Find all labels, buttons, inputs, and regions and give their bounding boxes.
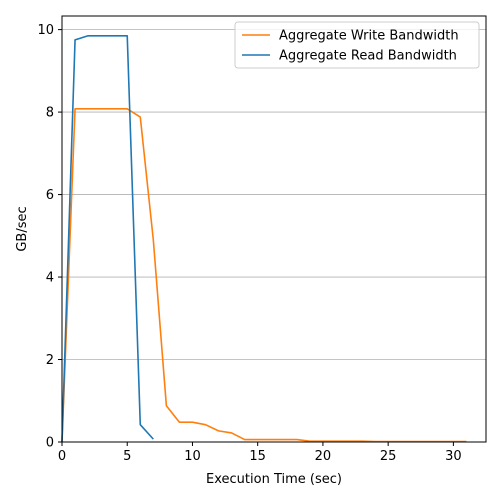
x-tick-label-10: 10 [184, 449, 201, 464]
y-axis-ticks: 0 2 4 6 8 10 [37, 23, 62, 451]
legend-label-write: Aggregate Write Bandwidth [279, 29, 459, 44]
series-lines [61, 34, 467, 443]
y-tick-label-4: 4 [46, 271, 54, 286]
series-line-write [61, 107, 467, 443]
grid-lines [62, 29, 486, 443]
y-tick-label-6: 6 [46, 188, 54, 203]
x-tick-label-15: 15 [249, 449, 266, 464]
y-tick-label-8: 8 [46, 106, 54, 121]
y-tick-label-10: 10 [37, 23, 54, 38]
x-tick-label-30: 30 [445, 449, 462, 464]
x-axis-ticks: 0 5 10 15 20 25 30 [58, 442, 462, 464]
series-line-read [61, 34, 154, 443]
x-tick-label-5: 5 [123, 449, 131, 464]
plot-frame [61, 15, 487, 443]
x-tick-label-20: 20 [315, 449, 332, 464]
legend-box [234, 21, 480, 69]
x-tick-label-0: 0 [58, 449, 66, 464]
x-axis-label: Execution Time (sec) [206, 472, 342, 487]
y-axis-label: GB/sec [15, 206, 30, 251]
y-tick-label-0: 0 [46, 436, 54, 451]
y-tick-label-2: 2 [46, 353, 54, 368]
legend: Aggregate Write Bandwidth Aggregate Read… [234, 21, 480, 69]
x-tick-label-25: 25 [380, 449, 397, 464]
legend-label-read: Aggregate Read Bandwidth [279, 49, 457, 64]
